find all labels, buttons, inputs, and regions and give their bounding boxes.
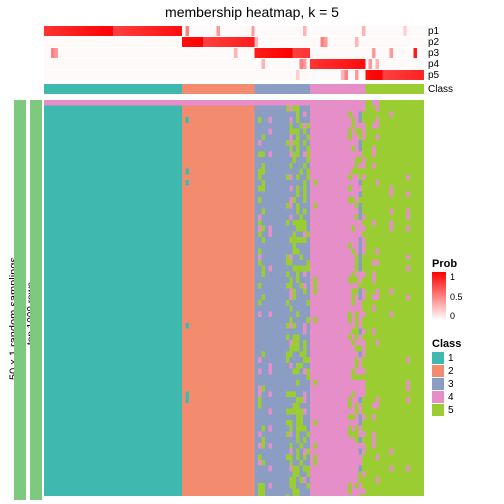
heatmap [44, 26, 424, 496]
chart-title: membership heatmap, k = 5 [0, 4, 504, 20]
legend-class-item: 3 [432, 378, 498, 390]
legend-class-item: 1 [432, 352, 498, 364]
legend-class: Class 12345 [432, 338, 498, 417]
prob-row-label: p3 [428, 48, 439, 59]
legend-class-item: 4 [432, 391, 498, 403]
prob-row-label: p4 [428, 59, 439, 70]
side-bar-outer [14, 100, 26, 500]
prob-row-label: p5 [428, 70, 439, 81]
legend-class-item: 2 [432, 365, 498, 377]
prob-row-label: p1 [428, 26, 439, 37]
prob-row-label: p2 [428, 37, 439, 48]
legend-prob: Prob 1 0.5 0 [432, 258, 498, 322]
class-row-label: Class [428, 84, 453, 95]
side-bar-inner [30, 100, 42, 500]
legend-class-item: 5 [432, 404, 498, 416]
legend-class-title: Class [432, 338, 498, 350]
legend-prob-title: Prob [432, 258, 498, 270]
